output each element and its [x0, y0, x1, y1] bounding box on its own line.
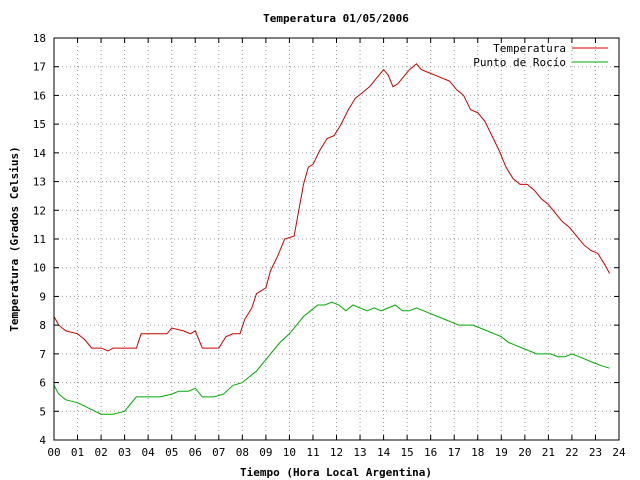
chart-title: Temperatura 01/05/2006 [263, 12, 409, 25]
legend-label-punto-de-rocio: Punto de Rocío [473, 56, 566, 69]
y-tick-label: 8 [39, 319, 46, 332]
x-tick-label: 07 [212, 446, 225, 459]
x-tick-label: 15 [401, 446, 414, 459]
x-tick-label: 19 [495, 446, 508, 459]
x-tick-label: 04 [142, 446, 156, 459]
x-tick-label: 14 [377, 446, 391, 459]
series-line-temperatura [53, 63, 611, 352]
x-tick-label: 21 [542, 446, 555, 459]
axis-ticks [53, 37, 620, 441]
x-tick-label: 12 [330, 446, 343, 459]
x-tick-label: 02 [94, 446, 107, 459]
x-tick-label: 18 [471, 446, 484, 459]
x-tick-label: 01 [71, 446, 84, 459]
x-tick-label: 00 [47, 446, 60, 459]
series-line-punto-de-rocio [53, 301, 610, 415]
gridlines [54, 38, 619, 440]
y-tick-label: 13 [33, 176, 46, 189]
x-tick-label: 13 [353, 446, 366, 459]
x-tick-label: 24 [612, 446, 626, 459]
x-tick-label: 08 [236, 446, 249, 459]
y-tick-label: 5 [39, 405, 46, 418]
series-layer [53, 63, 611, 415]
y-tick-label: 7 [39, 348, 46, 361]
y-axis-tick-labels: 4 5 6 7 8 9 10 11 12 13 14 15 16 17 18 [33, 32, 47, 447]
y-tick-label: 4 [39, 434, 46, 447]
x-tick-label: 11 [306, 446, 319, 459]
y-axis-title: Temperatura (Grados Celsius) [8, 146, 21, 331]
y-tick-label: 9 [39, 290, 46, 303]
x-tick-label: 22 [565, 446, 578, 459]
x-tick-label: 09 [259, 446, 272, 459]
y-tick-label: 10 [33, 262, 46, 275]
y-tick-label: 17 [33, 61, 46, 74]
y-tick-label: 15 [33, 118, 46, 131]
y-tick-label: 6 [39, 377, 46, 390]
y-tick-label: 14 [33, 147, 47, 160]
x-tick-label: 17 [448, 446, 461, 459]
x-axis-title: Tiempo (Hora Local Argentina) [240, 466, 432, 479]
y-tick-label: 11 [33, 233, 46, 246]
x-tick-label: 16 [424, 446, 437, 459]
x-tick-label: 10 [283, 446, 296, 459]
legend-label-temperatura: Temperatura [493, 42, 566, 55]
x-tick-label: 05 [165, 446, 178, 459]
x-tick-label: 20 [518, 446, 531, 459]
legend: Temperatura Punto de Rocío [473, 42, 608, 69]
x-axis-tick-labels: 00 01 02 03 04 05 06 07 08 09 10 11 12 13 14 15 16 17 18 19… [47, 446, 626, 459]
x-tick-label: 03 [118, 446, 131, 459]
legend-item-temperatura: Temperatura [493, 42, 608, 55]
x-tick-label: 06 [189, 446, 202, 459]
y-tick-label: 12 [33, 204, 46, 217]
y-tick-label: 18 [33, 32, 46, 45]
x-tick-label: 23 [589, 446, 602, 459]
legend-item-punto-de-rocio: Punto de Rocío [473, 56, 608, 69]
y-tick-label: 16 [33, 89, 46, 102]
